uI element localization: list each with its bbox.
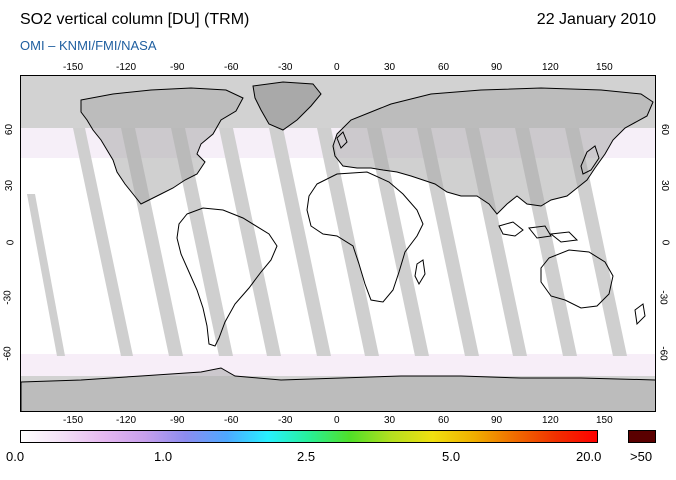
antarctica xyxy=(21,367,655,411)
colorbar-overflow-swatch xyxy=(628,430,656,443)
eurasia xyxy=(332,87,654,215)
madagascar xyxy=(414,259,426,286)
lat-tick-label: 0 xyxy=(659,239,671,246)
lon-tick-label: 150 xyxy=(596,62,613,73)
colorbar-label: 5.0 xyxy=(442,449,461,464)
swath-gap xyxy=(317,128,379,356)
colorbar-label: 1.0 xyxy=(154,449,173,464)
japan xyxy=(580,145,600,175)
lon-tick-label: 60 xyxy=(438,415,450,426)
new-zealand xyxy=(634,303,646,326)
lon-tick-label: 0 xyxy=(334,415,340,426)
map-date: 22 January 2010 xyxy=(536,11,656,28)
south-noise-band xyxy=(21,354,655,376)
lon-tick-label: -150 xyxy=(63,415,84,426)
australia xyxy=(540,249,614,309)
lon-tick-label: 0 xyxy=(334,62,340,73)
lon-tick-label: -30 xyxy=(278,415,293,426)
swath-gap xyxy=(219,128,281,356)
data-credit: OMI – KNMI/FMI/NASA xyxy=(20,38,157,53)
lon-tick-label: 30 xyxy=(384,62,396,73)
world-map xyxy=(20,75,656,412)
colorbar-label: 0.0 xyxy=(6,449,25,464)
south-america xyxy=(176,207,278,347)
lat-tick-label: 30 xyxy=(4,179,16,192)
lat-tick-label: 60 xyxy=(4,123,16,136)
swath-gap xyxy=(367,128,429,356)
lon-tick-label: -120 xyxy=(116,62,137,73)
lon-tick-label: -120 xyxy=(116,415,137,426)
north-america xyxy=(80,87,244,205)
colorbar-label: 2.5 xyxy=(297,449,316,464)
swath-gap xyxy=(73,128,133,356)
lon-tick-label: 90 xyxy=(491,62,503,73)
british-isles xyxy=(336,131,348,149)
indonesia xyxy=(498,221,579,243)
lat-tick-label: 0 xyxy=(5,239,17,246)
lon-tick-label: -90 xyxy=(170,62,185,73)
swath-gap xyxy=(417,128,479,356)
lon-tick-label: -150 xyxy=(63,62,84,73)
map-svg xyxy=(21,76,655,411)
lon-tick-label: 120 xyxy=(542,62,559,73)
lon-tick-label: 150 xyxy=(596,415,613,426)
colorbar-overflow-label: >50 xyxy=(630,449,653,464)
lat-tick-label: -30 xyxy=(657,290,669,305)
lat-tick-label: 30 xyxy=(659,179,671,192)
swath-gap xyxy=(171,128,233,356)
lon-tick-label: 30 xyxy=(384,415,396,426)
greenland xyxy=(252,81,322,131)
swath-gaps xyxy=(27,128,627,356)
colorbar-label: 20.0 xyxy=(576,449,602,464)
lat-tick-label: -60 xyxy=(2,346,14,361)
lon-tick-label: 60 xyxy=(438,62,450,73)
map-title: SO2 vertical column [DU] (TRM) xyxy=(20,11,250,28)
swath-gap xyxy=(27,194,65,356)
lon-tick-label: 120 xyxy=(542,415,559,426)
lat-tick-label: 60 xyxy=(659,123,671,136)
colorbar xyxy=(20,430,598,443)
lon-tick-label: -90 xyxy=(170,415,185,426)
swath-gap xyxy=(269,128,331,356)
lat-tick-label: -60 xyxy=(657,346,669,361)
land-masses xyxy=(21,81,655,411)
lon-tick-label: -60 xyxy=(224,62,239,73)
lat-tick-label: -30 xyxy=(2,290,14,305)
africa xyxy=(306,171,424,303)
lon-tick-label: -30 xyxy=(278,62,293,73)
lon-tick-label: 90 xyxy=(491,415,503,426)
lon-tick-label: -60 xyxy=(224,415,239,426)
